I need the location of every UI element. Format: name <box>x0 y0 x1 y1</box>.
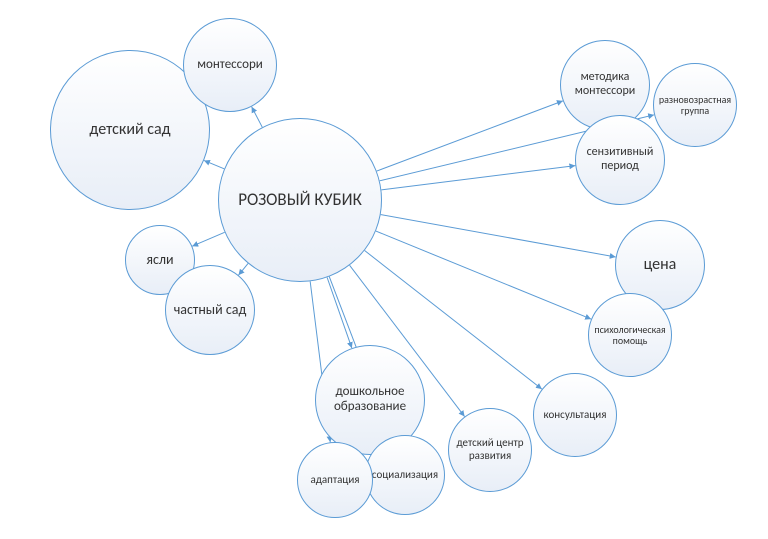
edge-center-preschool <box>327 277 352 348</box>
node-consult: консультация <box>533 373 617 457</box>
node-label: методика монтессори <box>565 71 645 99</box>
node-label: монтессори <box>197 58 263 73</box>
node-label: психологическая помощь <box>593 324 667 347</box>
edge-center-private <box>238 263 248 275</box>
node-social: социализация <box>365 435 445 515</box>
node-montessori: монтессори <box>183 18 277 112</box>
node-label: дошкольное образование <box>320 385 420 415</box>
node-adapt: адаптация <box>297 442 373 518</box>
node-label: разновозрастная группа <box>658 94 732 117</box>
edge-center-price <box>381 215 616 257</box>
node-center: РОЗОВЫЙ КУБИК <box>218 118 382 282</box>
node-devcenter: детский центр развития <box>448 408 532 492</box>
node-label: детский центр развития <box>453 437 527 462</box>
node-label: консультация <box>544 409 607 422</box>
node-label: цена <box>644 256 677 274</box>
diagram-canvas: РОЗОВЫЙ КУБИК детский сад монтессори ясли ча… <box>0 0 768 539</box>
node-label: адаптация <box>310 474 359 487</box>
node-label: ясли <box>146 252 173 268</box>
edge-center-kindergarten <box>204 160 224 168</box>
node-mixedage: разновозрастная группа <box>653 63 737 147</box>
node-private: частный сад <box>165 265 255 355</box>
node-psych: психологическая помощь <box>588 293 672 377</box>
edge-center-psych <box>376 231 591 319</box>
node-sensitive: сензитивный период <box>575 115 665 205</box>
edge-center-method <box>377 101 563 171</box>
edge-center-sensitive <box>381 166 575 190</box>
node-label: детский сад <box>89 121 170 139</box>
node-label: РОЗОВЫЙ КУБИК <box>238 190 362 210</box>
edge-center-nursery <box>192 232 224 246</box>
node-label: социализация <box>372 469 438 482</box>
node-label: сензитивный период <box>580 146 660 174</box>
node-label: частный сад <box>174 302 247 318</box>
edge-center-montessori <box>252 107 263 127</box>
